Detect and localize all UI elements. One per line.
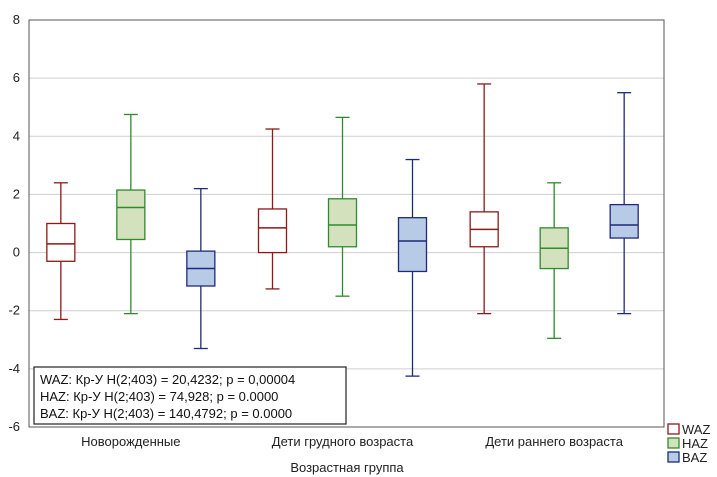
y-tick-label: 2 [13,186,20,201]
annotation-line-haz: HAZ: Кр-У H(2;403) = 74,928; p = 0.0000 [40,389,278,404]
legend-label: WAZ [682,422,710,437]
box-waz [257,128,288,290]
y-tick-label: 6 [13,70,20,85]
x-category-label: Дети грудного возраста [272,434,414,449]
x-category-label: Дети раннего возраста [485,434,623,449]
legend-item-baz: BAZ [667,450,707,465]
legend-swatch [667,451,680,463]
box-baz [609,92,639,315]
box-waz [46,182,76,321]
box-iqr [257,208,288,254]
legend-label: HAZ [682,436,708,451]
box-iqr [327,198,358,248]
annotation-line-waz: WAZ: Кр-У H(2;403) = 20,4232; p = 0,0000… [40,372,295,387]
box-baz [397,158,428,377]
box-haz [116,113,146,315]
y-tick-label: 8 [13,12,20,27]
box-waz [469,83,499,315]
y-axis-ticks: -6 -4 -2 0 2 4 6 8 [8,12,20,434]
legend-swatch [667,437,680,449]
y-tick-label: -2 [8,303,20,318]
legend-label: BAZ [682,450,707,465]
legend-swatch [667,423,680,435]
box-series [46,83,639,377]
x-category-label: Новорожденные [81,434,180,449]
x-axis-categories: Новорожденные Дети грудного возраста Дети … [81,434,624,449]
y-tick-label: 0 [13,245,20,260]
legend-item-haz: HAZ [667,436,708,451]
box-haz [327,116,358,297]
plot-frame [28,19,665,428]
y-tick-label: -6 [8,419,20,434]
statistics-annotation-box: WAZ: Кр-У H(2;403) = 20,4232; p = 0,0000… [33,366,347,425]
annotation-box-frame [33,366,347,425]
x-axis-title: Возрастная группа [290,460,404,475]
box-iqr [46,222,76,262]
y-tick-label: -4 [8,361,20,376]
y-tick-label: 4 [13,128,20,143]
box-haz [539,182,569,339]
legend-item-waz: WAZ [667,422,710,437]
box-iqr [397,217,428,273]
box-baz [186,187,216,350]
annotation-line-baz: BAZ: Кр-У H(2;403) = 140,4792; p = 0.000… [40,406,292,421]
box-iqr [609,203,639,239]
box-iqr [116,189,146,241]
